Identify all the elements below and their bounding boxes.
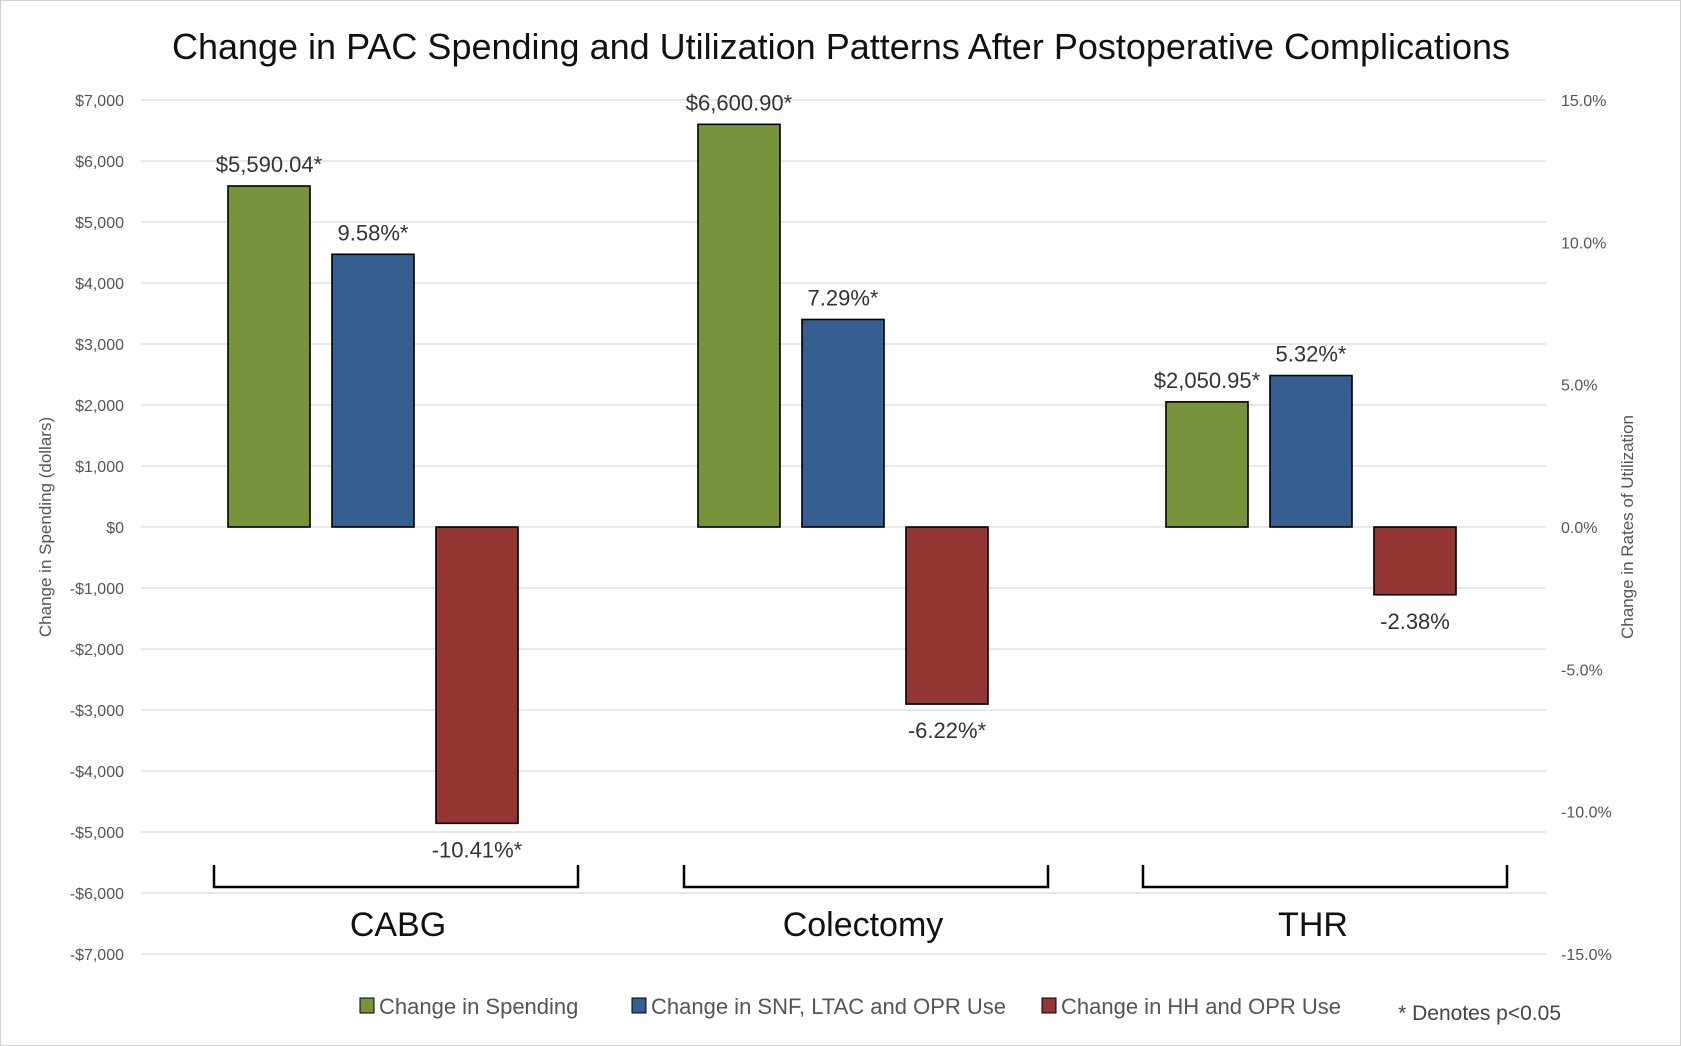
data-label: -10.41%* [432,837,523,862]
legend: Change in Spending Change in SNF, LTAC an… [359,994,1341,1019]
left-tick-label: -$6,000 [70,886,124,903]
legend-label: Change in SNF, LTAC and OPR Use [651,994,1006,1019]
left-tick-label: -$7,000 [70,947,124,964]
bar [435,526,519,825]
chart-title: Change in PAC Spending and Utilization P… [172,26,1510,67]
left-tick-label: $3,000 [75,337,124,354]
bars [227,123,1457,825]
legend-label: Change in Spending [379,994,578,1019]
right-tick-label: 10.0% [1561,235,1606,252]
bar [331,253,415,528]
left-tick-label: -$2,000 [70,642,124,659]
data-label: $6,600.90* [686,90,793,115]
category-label: CABG [350,906,446,944]
left-tick-label: $0 [106,520,124,537]
right-tick-label: 15.0% [1561,93,1606,110]
right-tick-label: -10.0% [1561,805,1612,822]
left-tick-label: $1,000 [75,459,124,476]
bar [801,318,885,528]
right-tick-label: 0.0% [1561,520,1597,537]
left-tick-label: -$5,000 [70,825,124,842]
data-label: -6.22%* [908,718,987,743]
legend-swatch [359,997,375,1014]
bar [1373,526,1457,596]
left-tick-label: $6,000 [75,154,124,171]
right-tick-label: -5.0% [1561,662,1603,679]
right-tick-label: 5.0% [1561,378,1597,395]
left-tick-label: -$1,000 [70,581,124,598]
data-label: 7.29%* [808,285,879,310]
left-axis: $7,000 $6,000 $5,000 $4,000 $3,000 $2,000 $1,0… [70,93,124,964]
left-tick-label: $4,000 [75,276,124,293]
bar [697,123,781,528]
legend-label: Change in HH and OPR Use [1061,994,1341,1019]
legend-swatch [1041,997,1057,1014]
legend-swatch [631,997,647,1014]
left-tick-label: $7,000 [75,93,124,110]
data-label: 9.58%* [338,220,409,245]
bar [227,185,311,528]
data-label: 5.32%* [1276,342,1347,367]
right-axis-label: Change in Rates of Utilization [1618,415,1637,639]
bar [1269,374,1353,528]
category-label: Colectomy [783,906,944,944]
right-axis: 15.0% 10.0% 5.0% 0.0% -5.0% -10.0% -15.0% [1561,93,1612,964]
bar [905,526,989,705]
data-labels: $5,590.04* $6,600.90* $2,050.95* 9.58%* 7.29… [216,90,1450,862]
category-bracket [212,865,580,889]
left-tick-label: $2,000 [75,398,124,415]
bar [1165,401,1249,528]
left-axis-label: Change in Spending (dollars) [36,417,55,637]
left-tick-label: $5,000 [75,215,124,232]
category-label: THR [1278,906,1348,944]
left-tick-label: -$4,000 [70,764,124,781]
category-groups: CABG Colectomy THR [212,865,1509,944]
data-label: $5,590.04* [216,152,323,177]
left-tick-label: -$3,000 [70,703,124,720]
right-tick-label: -15.0% [1561,947,1612,964]
data-label: $2,050.95* [1154,368,1261,393]
category-bracket [682,865,1050,889]
category-bracket [1141,865,1509,889]
footnote: * Denotes p<0.05 [1398,1002,1561,1025]
data-label: -2.38% [1380,609,1450,634]
